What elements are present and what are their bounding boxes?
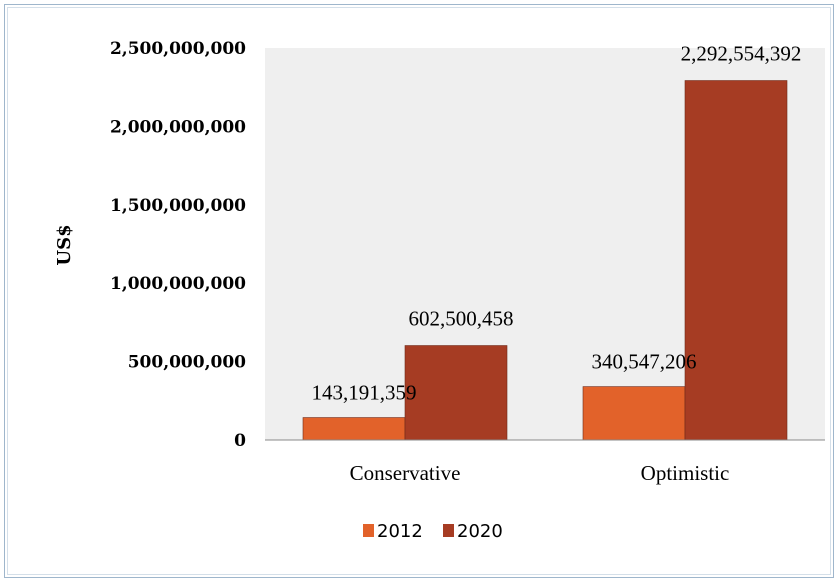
legend: 2012 2020 xyxy=(363,521,503,542)
y-tick-label: 500,000,000 xyxy=(128,353,246,373)
legend-label: 2020 xyxy=(457,521,503,542)
x-category-label: Optimistic xyxy=(641,461,730,485)
legend-swatch-2012 xyxy=(363,524,374,537)
legend-label: 2012 xyxy=(377,521,423,542)
data-label: 340,547,206 xyxy=(592,350,697,374)
data-label: 143,191,359 xyxy=(312,381,417,405)
data-label: 602,500,458 xyxy=(409,307,514,331)
bar-2012-conservative xyxy=(302,417,406,441)
data-labels: 143,191,359 602,500,458 340,547,206 2,292,5… xyxy=(312,42,802,405)
bar-2020-conservative xyxy=(404,345,508,441)
y-tick-label: 2,500,000,000 xyxy=(110,39,246,59)
legend-swatch-2020 xyxy=(443,524,454,537)
data-label: 2,292,554,392 xyxy=(681,42,802,66)
bar-2020-optimistic xyxy=(684,80,788,441)
y-tick-label: 1,000,000,000 xyxy=(110,274,246,294)
bars xyxy=(302,80,788,441)
y-tick-label: 0 xyxy=(234,431,246,451)
chart-frame-inner xyxy=(7,7,831,575)
x-axis-categories: Conservative Optimistic xyxy=(350,461,730,485)
y-axis-title: US$ xyxy=(54,224,75,265)
y-axis-ticks: 0 500,000,000 1,000,000,000 1,500,000,000 2,… xyxy=(110,39,246,451)
x-category-label: Conservative xyxy=(350,461,461,485)
y-tick-label: 1,500,000,000 xyxy=(110,196,246,216)
y-tick-label: 2,000,000,000 xyxy=(110,117,246,137)
bar-2012-optimistic xyxy=(582,386,686,441)
